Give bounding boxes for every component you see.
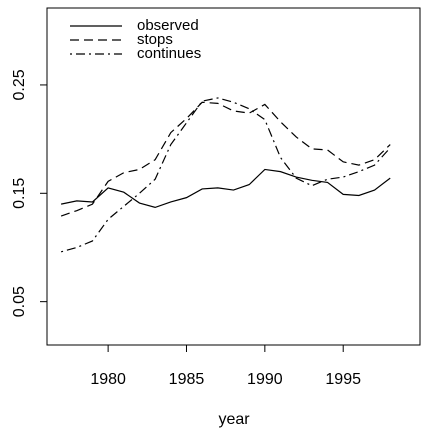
x-tick-label: 1985 <box>169 371 205 388</box>
x-tick-label: 1980 <box>90 371 126 388</box>
x-axis-title: year <box>218 411 250 428</box>
legend-label: observed <box>137 17 199 34</box>
legend-label: stops <box>137 31 173 48</box>
series-line <box>60 97 391 253</box>
series-line <box>60 101 391 217</box>
y-tick-label: 0.05 <box>11 286 28 317</box>
legend-label: continues <box>137 45 201 62</box>
y-tick-label: 0.15 <box>11 178 28 209</box>
y-tick-label: 0.25 <box>11 69 28 100</box>
x-tick-label: 1995 <box>325 371 361 388</box>
x-tick-label: 1990 <box>247 371 283 388</box>
plot-frame <box>46 7 421 346</box>
series-line <box>60 168 391 209</box>
